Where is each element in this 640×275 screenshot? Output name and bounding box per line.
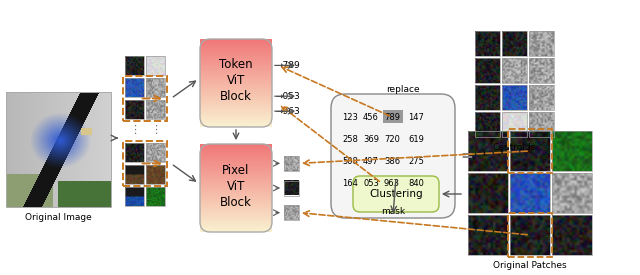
Bar (383, 110, 403, 123)
Bar (502, 58, 527, 83)
Bar (284, 205, 299, 220)
Text: 147: 147 (408, 112, 424, 122)
Text: 123: 123 (342, 112, 358, 122)
Bar (123, 76, 167, 121)
Text: Original Image: Original Image (25, 213, 92, 222)
FancyBboxPatch shape (331, 94, 455, 218)
Bar (502, 85, 527, 110)
Text: 497: 497 (363, 156, 379, 166)
Bar (362, 176, 382, 189)
Text: 508: 508 (342, 156, 358, 166)
Bar (529, 58, 554, 83)
Bar (125, 78, 144, 97)
Bar (529, 85, 554, 110)
Bar (284, 180, 299, 196)
Text: 386: 386 (384, 156, 400, 166)
FancyBboxPatch shape (353, 176, 439, 212)
Text: Centroids: Centroids (493, 143, 536, 152)
Text: ⋮: ⋮ (129, 125, 140, 135)
Bar (146, 143, 165, 162)
Text: →789: →789 (276, 61, 301, 70)
Bar (125, 143, 144, 162)
Text: 164: 164 (342, 178, 358, 188)
Text: →963: →963 (276, 107, 301, 116)
Bar (146, 165, 165, 184)
Bar (123, 141, 167, 186)
Text: 258: 258 (342, 134, 358, 144)
Text: replace: replace (386, 86, 419, 95)
Bar (146, 56, 165, 75)
Bar (475, 85, 500, 110)
Bar (125, 165, 144, 184)
Bar (508, 129, 552, 173)
Bar (146, 100, 165, 119)
Text: =: = (460, 148, 473, 164)
Bar (125, 56, 144, 75)
Text: Token
ViT
Block: Token ViT Block (219, 59, 253, 103)
Bar (552, 131, 592, 171)
Bar (552, 173, 592, 213)
Bar (125, 100, 144, 119)
Bar (125, 187, 144, 206)
Bar (468, 215, 508, 255)
Text: 456: 456 (363, 112, 379, 122)
Bar (529, 31, 554, 56)
Text: 619: 619 (408, 134, 424, 144)
Text: 720: 720 (384, 134, 400, 144)
Text: 963: 963 (384, 178, 400, 188)
Bar (284, 156, 299, 171)
Bar (475, 58, 500, 83)
Bar (468, 131, 508, 171)
Text: →053: →053 (276, 92, 301, 101)
Bar (146, 187, 165, 206)
Text: Original Patches: Original Patches (493, 261, 567, 270)
Bar (529, 112, 554, 137)
Text: 053: 053 (363, 178, 379, 188)
Text: mask: mask (381, 207, 405, 216)
Bar (510, 215, 550, 255)
Text: Pixel
ViT
Block: Pixel ViT Block (220, 164, 252, 208)
Bar (6, 92, 111, 207)
Bar (475, 112, 500, 137)
Text: Clustering: Clustering (369, 189, 423, 199)
Bar (508, 213, 552, 257)
Bar (468, 173, 508, 213)
Bar (383, 176, 403, 189)
Bar (510, 173, 550, 213)
Text: 369: 369 (363, 134, 379, 144)
Bar (146, 78, 165, 97)
Bar (510, 131, 550, 171)
Bar (552, 215, 592, 255)
Text: ⋮: ⋮ (150, 125, 161, 135)
Text: 840: 840 (408, 178, 424, 188)
Text: 275: 275 (408, 156, 424, 166)
Bar (502, 31, 527, 56)
Bar (475, 31, 500, 56)
Text: 789: 789 (384, 112, 400, 122)
Bar (502, 112, 527, 137)
